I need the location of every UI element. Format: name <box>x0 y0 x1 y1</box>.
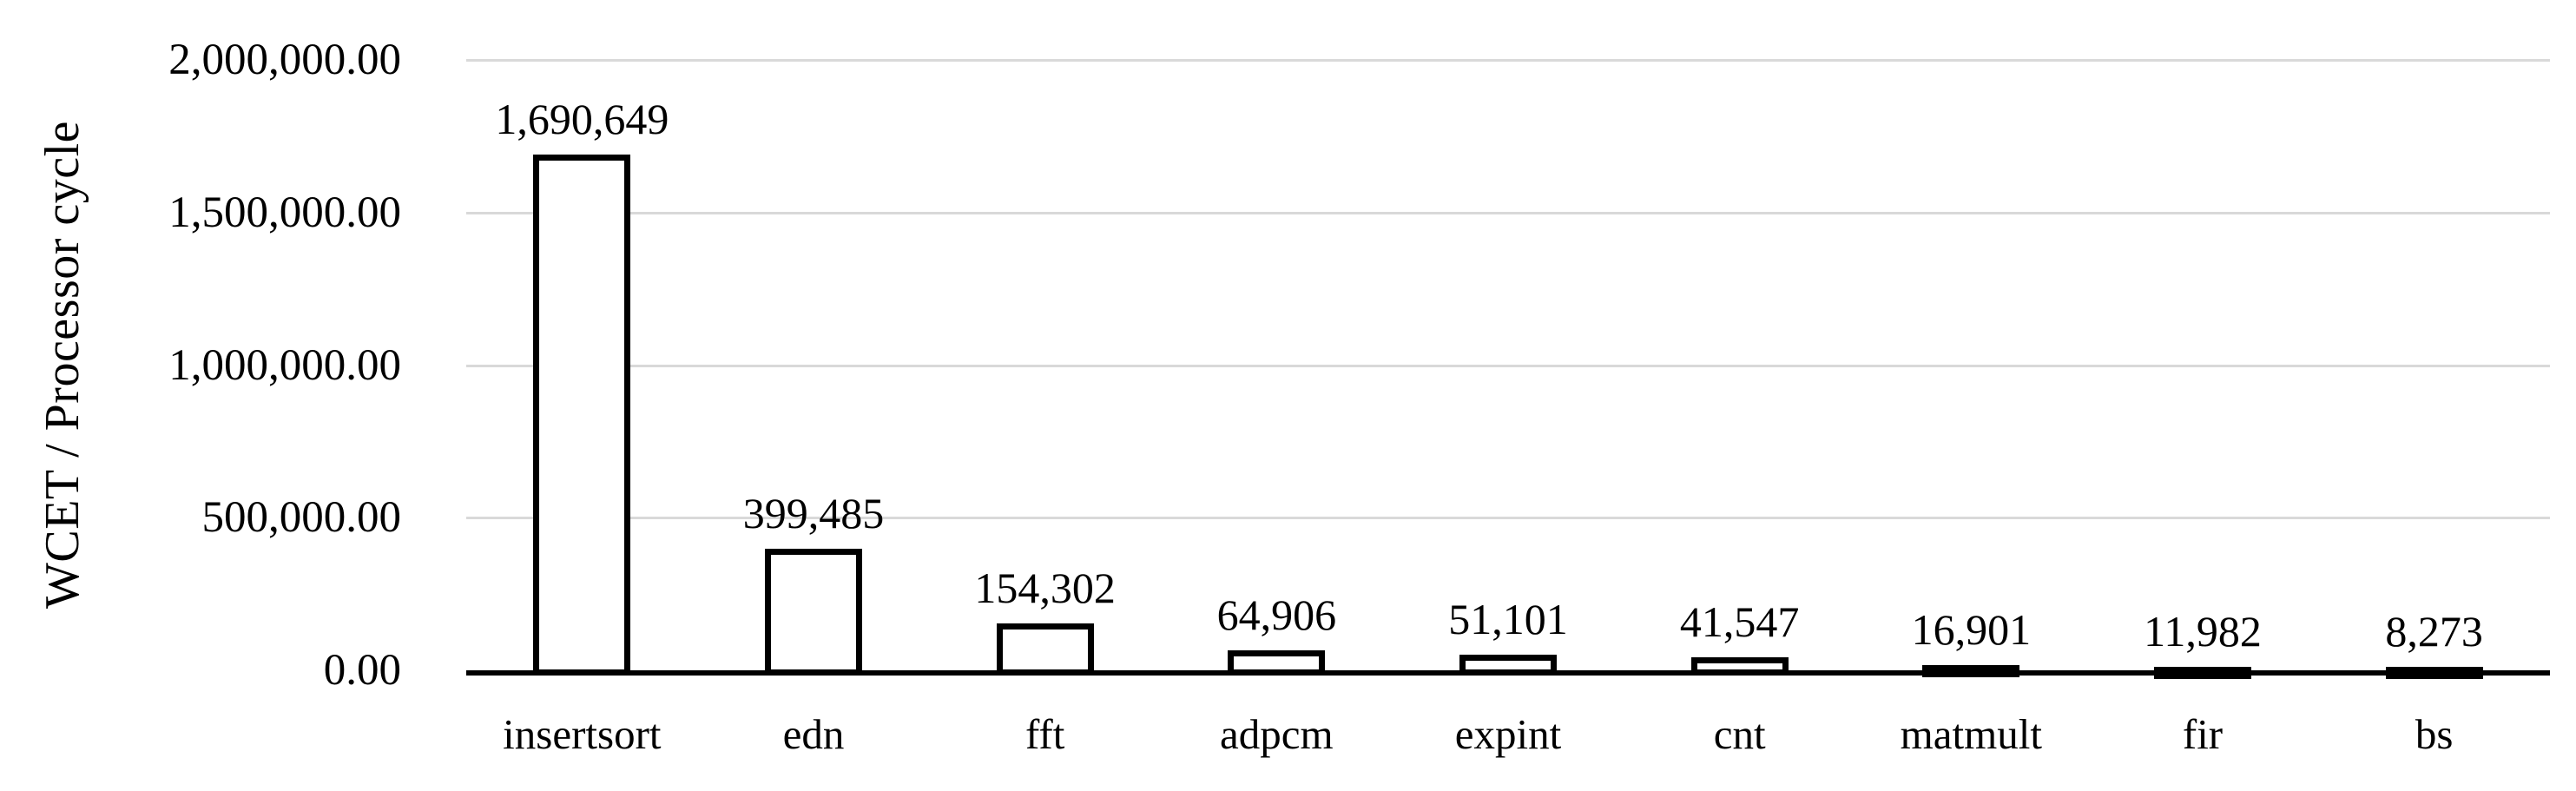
value-label-adpcm: 64,906 <box>1216 590 1337 639</box>
value-label-edn: 399,485 <box>742 489 885 537</box>
x-tick-label-bs: bs <box>2415 710 2454 758</box>
bar-adpcm <box>1228 650 1325 676</box>
value-label-expint: 51,101 <box>1448 595 1568 643</box>
gridline <box>466 211 2550 214</box>
gridline <box>466 59 2550 62</box>
value-label-cnt: 41,547 <box>1679 597 1800 646</box>
gridline <box>466 364 2550 367</box>
y-tick-label-3: 500,000.00 <box>201 493 402 543</box>
value-label-fir: 11,982 <box>2144 607 2262 656</box>
value-label-matmult: 16,901 <box>1911 605 2032 654</box>
bar-fir <box>2154 667 2251 679</box>
x-tick-label-fft: fft <box>1024 710 1065 758</box>
y-tick-label-0: 2,000,000.00 <box>168 36 401 84</box>
y-tick-label-4: 0.00 <box>323 646 401 695</box>
bar-fft <box>997 623 1094 676</box>
bar-bs <box>2386 667 2483 679</box>
bar-expint <box>1459 655 1557 676</box>
x-tick-label-edn: edn <box>782 710 845 758</box>
bar-edn <box>765 549 862 676</box>
value-label-bs: 8,273 <box>2385 607 2483 656</box>
x-tick-label-matmult: matmult <box>1900 710 2042 758</box>
x-tick-label-cnt: cnt <box>1713 710 1766 758</box>
y-tick-label-2: 1,000,000.00 <box>168 340 401 390</box>
bar-matmult <box>1922 665 2019 677</box>
value-label-fft: 154,302 <box>974 564 1116 612</box>
y-tick-label-1: 1,500,000.00 <box>168 188 401 237</box>
bar-cnt <box>1691 657 1789 676</box>
x-tick-label-insertsort: insertsort <box>503 710 662 758</box>
x-tick-label-adpcm: adpcm <box>1220 710 1334 758</box>
bar-insertsort <box>533 155 630 676</box>
gridline <box>466 517 2550 520</box>
x-tick-label-expint: expint <box>1454 710 1562 758</box>
x-tick-label-fir: fir <box>2182 710 2224 758</box>
value-label-insertsort: 1,690,649 <box>495 95 669 143</box>
